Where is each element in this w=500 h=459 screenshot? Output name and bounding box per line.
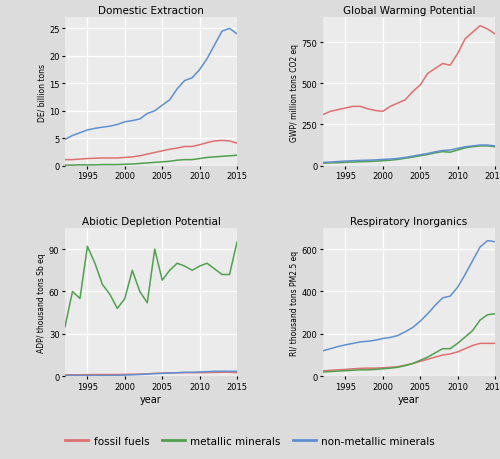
X-axis label: year: year xyxy=(140,394,162,403)
Title: Respiratory Inorganics: Respiratory Inorganics xyxy=(350,216,468,226)
Y-axis label: RI/ thousand tons PM2.5 eq: RI/ thousand tons PM2.5 eq xyxy=(290,250,299,355)
Y-axis label: ADP/ thousand tons Sb eq: ADP/ thousand tons Sb eq xyxy=(37,253,46,352)
Legend: fossil fuels, metallic minerals, non-metallic minerals: fossil fuels, metallic minerals, non-met… xyxy=(62,433,438,449)
Title: Domestic Extraction: Domestic Extraction xyxy=(98,6,204,16)
X-axis label: year: year xyxy=(398,394,420,403)
Title: Global Warming Potential: Global Warming Potential xyxy=(343,6,475,16)
Title: Abiotic Depletion Potential: Abiotic Depletion Potential xyxy=(82,216,220,226)
Y-axis label: DE/ billion tons: DE/ billion tons xyxy=(37,63,46,121)
Y-axis label: GWP/ million tons CO2 eq: GWP/ million tons CO2 eq xyxy=(290,44,299,141)
